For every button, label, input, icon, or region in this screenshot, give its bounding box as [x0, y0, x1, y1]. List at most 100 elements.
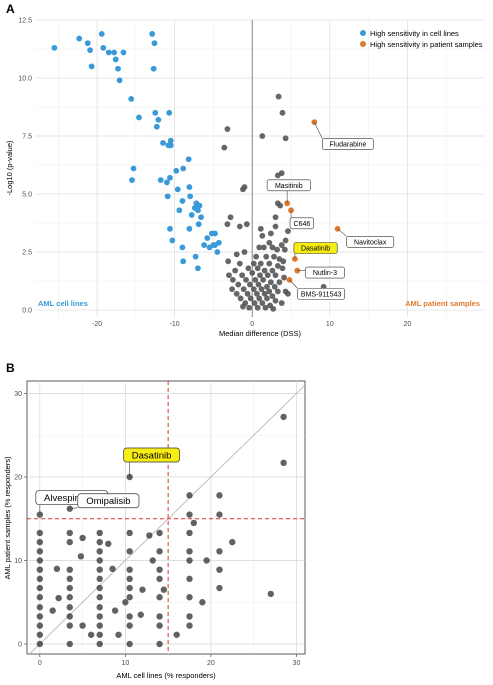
panel-b-reference-lines [27, 381, 306, 655]
panel-a-x-tick-label: 0 [250, 321, 254, 328]
point-drug [115, 631, 122, 638]
panel-b-y-tick-label: 20 [14, 475, 22, 482]
point-other [267, 279, 274, 286]
point-drug [186, 492, 193, 499]
point-drug [53, 565, 61, 573]
point-drug [216, 566, 223, 573]
point-drug [190, 519, 197, 527]
point-drug [36, 622, 44, 629]
point-other [285, 290, 291, 297]
legend-label-patient-samples: High sensitivity in patient samples [370, 40, 483, 49]
point-drug [216, 492, 223, 499]
legend-label-cell-lines: High sensitivity in cell lines [370, 29, 459, 38]
point-drug [186, 511, 193, 518]
annotation-label: Dasatinib [132, 451, 172, 462]
point-drug [96, 538, 103, 546]
point-other [269, 244, 276, 251]
point-drug [36, 631, 44, 638]
point-other [225, 258, 232, 265]
point-other [245, 265, 252, 272]
point-drug [66, 594, 73, 601]
point-other [226, 272, 232, 279]
point-cell-lines [167, 137, 174, 144]
point-cell-lines [51, 44, 58, 51]
point-other [267, 230, 274, 237]
point-other [259, 133, 266, 139]
point-other [260, 276, 267, 283]
point-cell-lines [105, 49, 112, 56]
point-drug [199, 599, 206, 606]
point-cell-lines [215, 239, 222, 246]
point-other [282, 237, 289, 244]
point-other [278, 300, 285, 306]
annotation-label: C646 [294, 221, 311, 228]
annotation-navitoclax: Navitoclax [337, 228, 395, 248]
annotation-label: Fludarabine [329, 142, 366, 149]
panel-b-plot: 0 10 20 30 0 10 20 30 Dasatinib AlvespimycinOmip… [3, 380, 306, 680]
point-cell-lines [88, 63, 95, 70]
point-cell-lines [198, 214, 204, 221]
point-other [256, 244, 263, 251]
point-drug [280, 413, 287, 421]
point-drug [156, 594, 163, 601]
point-other [272, 297, 279, 304]
annotation-label: Omipalisib [86, 496, 130, 507]
point-drug [149, 557, 156, 564]
point-drug [55, 594, 62, 602]
point-cell-lines [153, 123, 160, 130]
panel-b-y-tick-label: 10 [14, 558, 22, 565]
annotation-nutlin-3: Nutlin-3 [297, 266, 345, 279]
point-cell-lines [180, 258, 187, 265]
point-drug [49, 607, 56, 614]
annotation-connector [314, 121, 323, 139]
annotation-dasatinib: Dasatinib [293, 242, 338, 259]
point-other [246, 304, 253, 311]
point-drug [96, 640, 103, 648]
point-other [259, 232, 266, 239]
point-drug [109, 565, 116, 573]
panel-b-x-tick-label: 30 [293, 660, 301, 667]
point-drug [156, 640, 163, 648]
point-drug [126, 575, 133, 583]
point-drug [105, 540, 112, 547]
point-other [279, 109, 286, 116]
point-other [258, 286, 265, 293]
point-drug [216, 548, 223, 555]
point-other [249, 270, 256, 276]
point-drug [126, 613, 133, 620]
point-drug [126, 548, 133, 555]
point-other [257, 260, 264, 267]
point-other [243, 276, 249, 283]
annotation-box [266, 179, 311, 192]
annotation-omipalisib: Omipalisib [69, 493, 140, 510]
point-other [277, 202, 284, 209]
point-cell-lines [201, 242, 208, 248]
point-other [274, 246, 280, 253]
point-other [250, 260, 257, 267]
annotation-box [123, 447, 180, 463]
point-drug [36, 604, 44, 611]
point-drug [36, 529, 44, 537]
point-other [278, 242, 285, 248]
point-cell-lines [204, 235, 211, 242]
identity-diagonal-line [29, 384, 306, 655]
point-cell-lines [157, 177, 164, 184]
annotation-box [289, 217, 315, 230]
point-other [250, 286, 257, 293]
point-other [252, 276, 259, 283]
point-drug [36, 557, 44, 564]
point-drug [66, 529, 73, 537]
point-drug [66, 538, 73, 546]
panel-a-points [51, 31, 341, 312]
point-other [280, 258, 287, 265]
annotation-label: Dasatinib [301, 245, 330, 252]
point-other [262, 304, 269, 311]
point-other [279, 265, 286, 272]
point-drug [203, 557, 210, 564]
point-drug [77, 553, 85, 560]
legend: High sensitivity in cell lines High sens… [360, 29, 483, 49]
point-drug [96, 548, 103, 555]
panel-a-y-tick-label: 2.5 [22, 250, 32, 257]
point-other [269, 267, 276, 274]
